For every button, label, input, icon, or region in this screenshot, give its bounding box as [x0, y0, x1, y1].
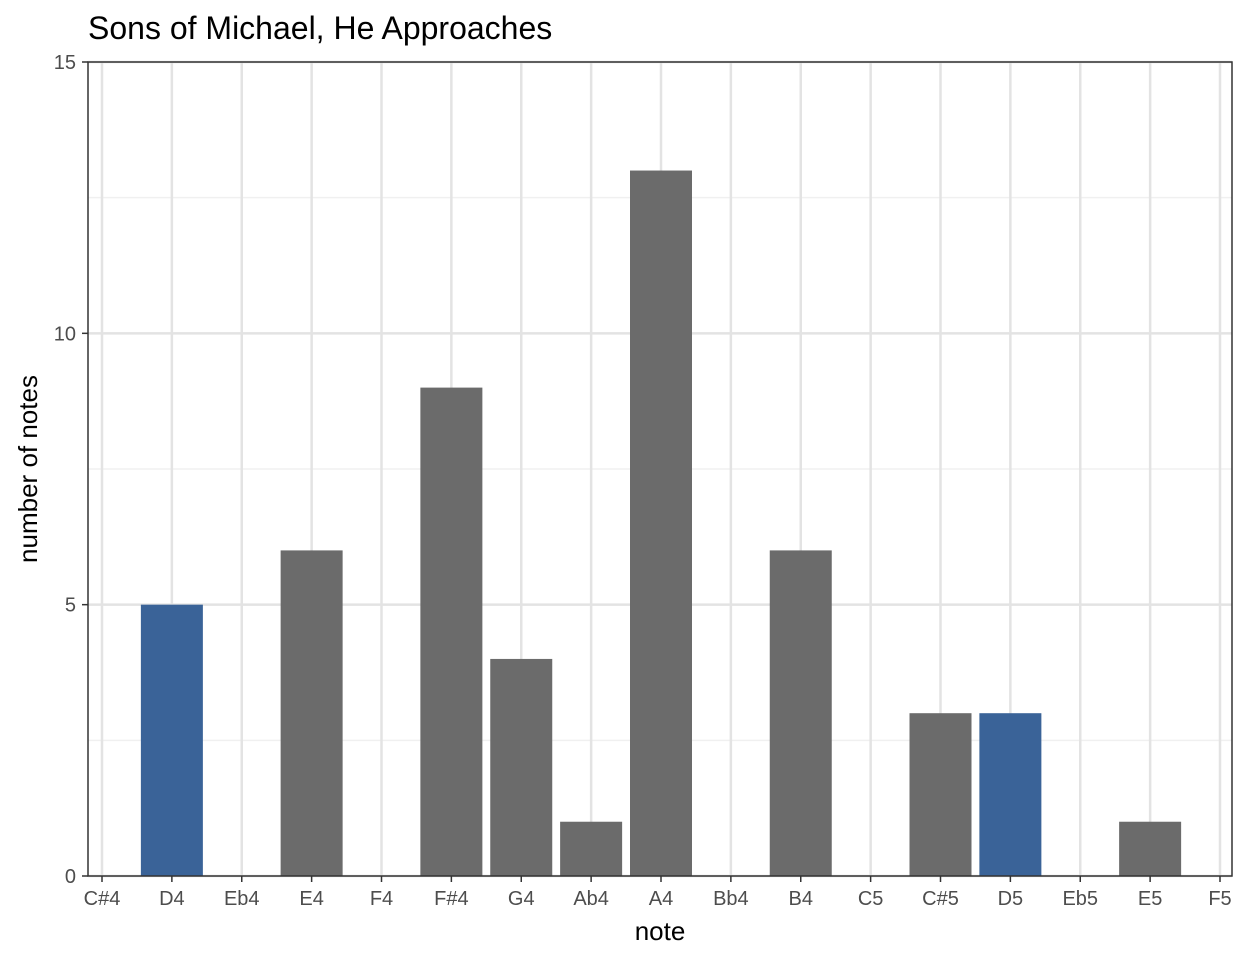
- y-axis: 0 5 10 15: [54, 52, 88, 888]
- panel-border: [87, 61, 1233, 877]
- y-tick-label: 15: [54, 52, 76, 74]
- x-tick-label: B4: [789, 888, 813, 910]
- x-tick-label: E4: [299, 888, 323, 910]
- x-tick-label: C5: [858, 888, 884, 910]
- bar: [769, 550, 832, 876]
- x-tick-label: Eb4: [224, 888, 260, 910]
- bar: [909, 713, 972, 876]
- y-axis-title: number of notes: [13, 375, 43, 563]
- x-tick-label: Bb4: [713, 888, 749, 910]
- x-tick-label: F5: [1208, 888, 1231, 910]
- bar: [490, 658, 553, 876]
- y-tick-label: 0: [65, 866, 76, 888]
- bar: [420, 387, 483, 876]
- bar-series: [140, 170, 1182, 877]
- x-axis: C#4 D4 Eb4 E4 F4 F#4 G4 Ab4 A4 Bb4 B4 C5 C#5 D5 Eb5 E5 F…: [84, 876, 1232, 910]
- bar: [560, 821, 623, 876]
- x-tick-label: C#5: [922, 888, 959, 910]
- x-tick-label: D4: [159, 888, 185, 910]
- y-tick-label: 5: [65, 595, 76, 617]
- x-axis-title: note: [635, 916, 686, 946]
- bar: [1119, 821, 1182, 876]
- x-tick-label: Eb5: [1062, 888, 1098, 910]
- y-tick-label: 10: [54, 323, 76, 345]
- x-tick-label: F4: [370, 888, 393, 910]
- x-tick-label: E5: [1138, 888, 1162, 910]
- x-tick-label: C#4: [84, 888, 121, 910]
- bar: [140, 604, 203, 876]
- bar: [280, 550, 343, 876]
- bar: [630, 170, 692, 877]
- x-tick-label: G4: [508, 888, 535, 910]
- x-tick-label: A4: [649, 888, 673, 910]
- x-tick-label: F#4: [434, 888, 468, 910]
- chart-title: Sons of Michael, He Approaches: [88, 10, 552, 46]
- x-tick-label: D5: [998, 888, 1024, 910]
- x-tick-label: Ab4: [573, 888, 609, 910]
- bar: [979, 713, 1042, 876]
